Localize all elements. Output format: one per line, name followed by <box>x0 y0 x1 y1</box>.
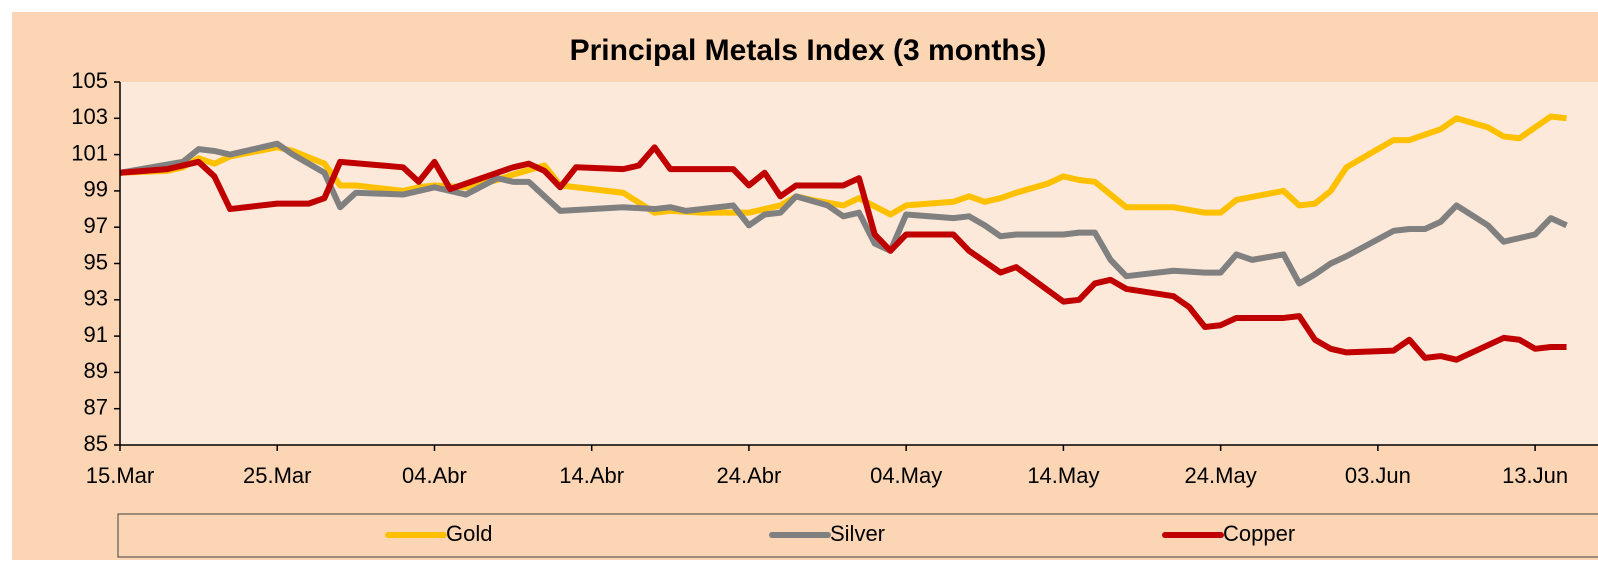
x-tick-label: 04.May <box>870 463 942 488</box>
x-tick-label: 24.May <box>1185 463 1257 488</box>
legend-label: Gold <box>446 521 492 546</box>
y-tick-label: 105 <box>71 68 108 93</box>
series-line <box>120 140 1568 287</box>
y-tick-label: 97 <box>84 213 108 238</box>
legend-label: Silver <box>830 521 885 546</box>
lines <box>120 113 1568 363</box>
x-tick-label: 04.Abr <box>402 463 467 488</box>
series-line <box>120 113 1567 218</box>
y-tick-label: 99 <box>84 177 108 202</box>
x-tick-label: 03.Jun <box>1345 463 1411 488</box>
x-tick-label: 13.Jun <box>1502 463 1568 488</box>
y-tick-label: 87 <box>84 395 108 420</box>
y-tick-label: 93 <box>84 286 108 311</box>
y-tick-label: 101 <box>71 140 108 165</box>
plot-area <box>120 82 1598 445</box>
y-tick-label: 91 <box>84 322 108 347</box>
chart-title: Principal Metals Index (3 months) <box>570 34 1047 67</box>
y-tick-label: 103 <box>71 104 108 129</box>
y-tick-label: 95 <box>84 249 108 274</box>
x-tick-label: 24.Abr <box>717 463 782 488</box>
legend-label: Copper <box>1223 521 1295 546</box>
series-line <box>120 144 1567 363</box>
x-tick-label: 25.Mar <box>243 463 311 488</box>
x-tick-label: 15.Mar <box>86 463 154 488</box>
x-tick-label: 14.May <box>1027 463 1099 488</box>
x-tick-label: 14.Abr <box>559 463 624 488</box>
y-tick-label: 89 <box>84 358 108 383</box>
y-tick-label: 85 <box>84 431 108 456</box>
legend-box <box>117 513 1598 558</box>
